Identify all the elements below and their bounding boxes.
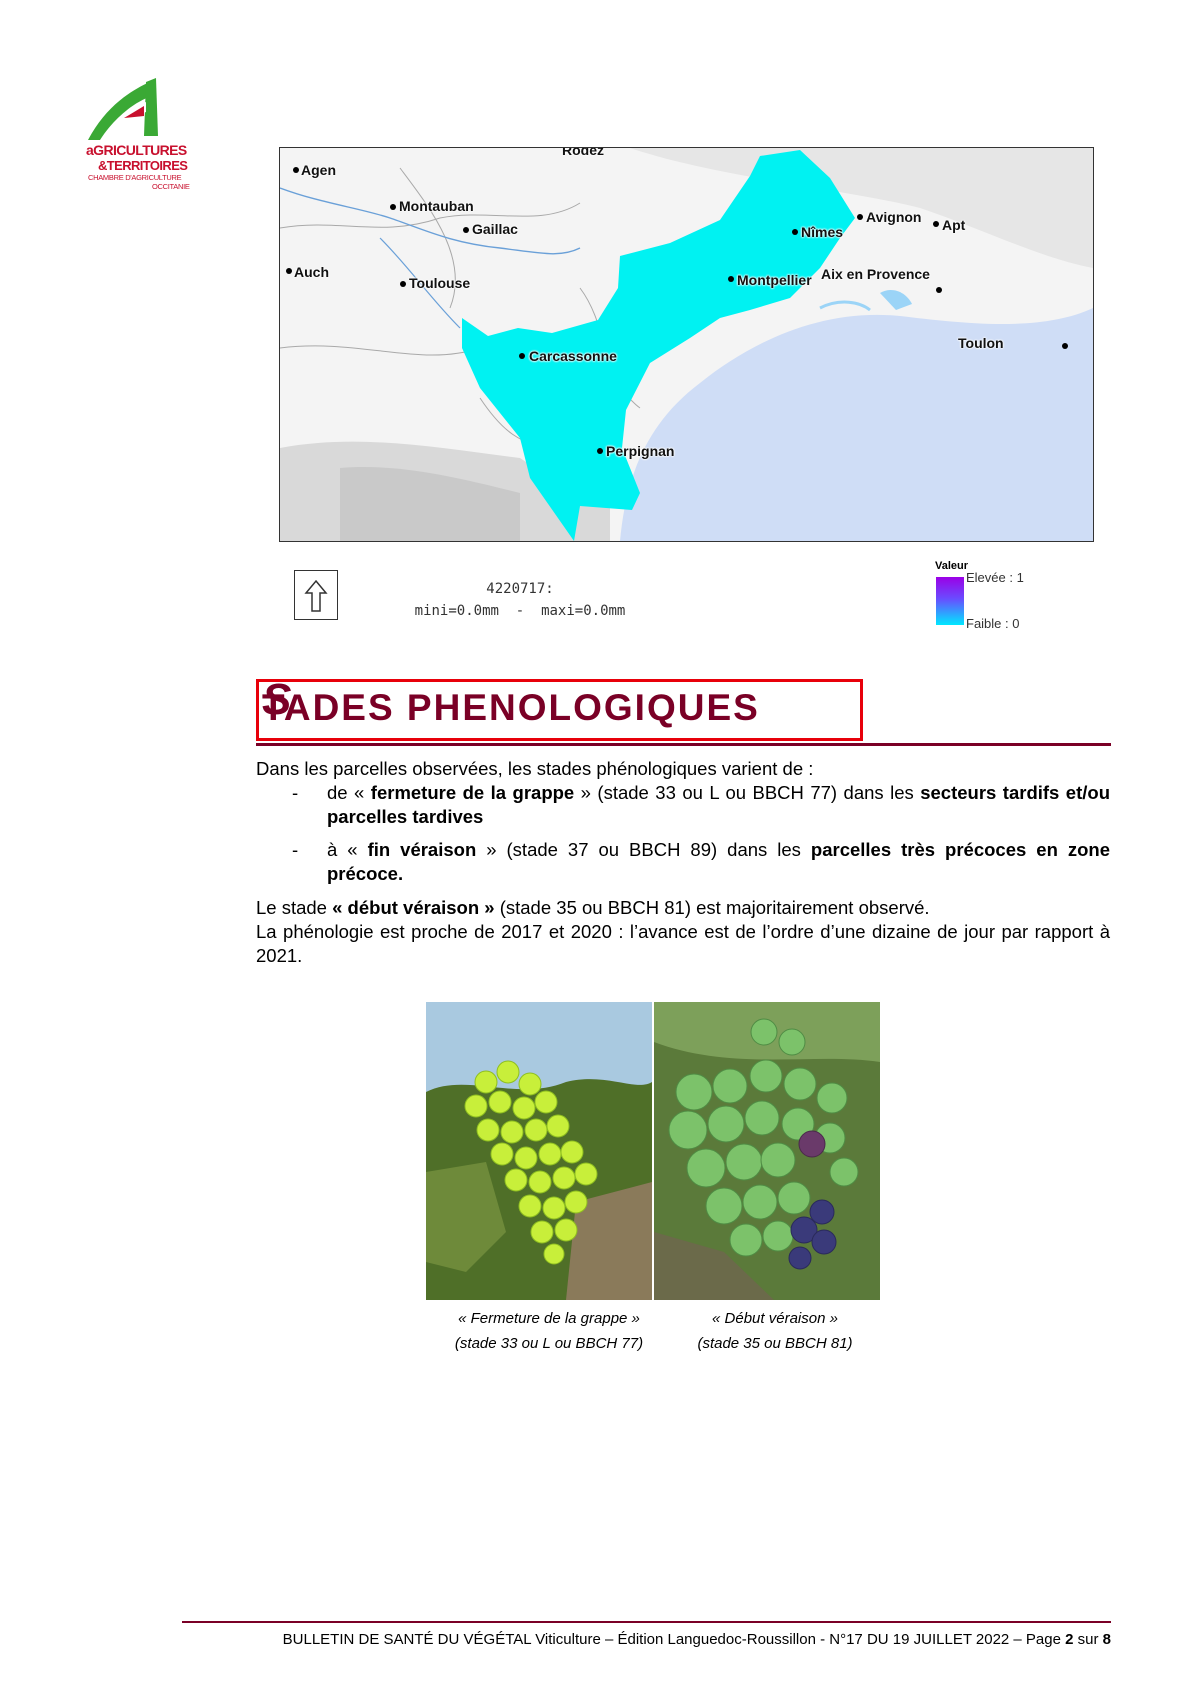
map-caption-line2: mini=0.0mm - maxi=0.0mm xyxy=(414,603,626,619)
city-dot xyxy=(857,214,863,220)
heading-frame xyxy=(256,679,863,741)
legend-low: Faible : 0 xyxy=(966,616,1020,631)
city-carcassonne: Carcassonne xyxy=(529,348,617,364)
city-dot xyxy=(519,353,525,359)
heading-underline xyxy=(256,743,1111,746)
footer-page-total: 8 xyxy=(1102,1631,1111,1648)
text-run: » (stade 37 ou BBCH 89) dans les xyxy=(476,839,811,860)
map-caption-line1: 4220717: xyxy=(486,581,554,597)
map-canvas xyxy=(280,148,1093,541)
city-montpellier: Montpellier xyxy=(737,272,812,288)
section-heading: S TADES PHENOLOGIQUES xyxy=(262,675,760,729)
text-run: » (stade 33 ou L ou BBCH 77) dans les xyxy=(574,782,921,803)
city-gaillac: Gaillac xyxy=(472,221,518,237)
city-dot xyxy=(400,281,406,287)
city-dot xyxy=(792,229,798,235)
body-text: Dans les parcelles observées, les stades… xyxy=(256,757,1110,968)
list-item: - à « fin véraison » (stade 37 ou BBCH 8… xyxy=(256,838,1110,886)
city-dot xyxy=(933,221,939,227)
footer-sep: sur xyxy=(1073,1631,1103,1648)
city-toulouse: Toulouse xyxy=(409,275,471,291)
list-dash: - xyxy=(292,839,299,860)
heading-initial: S xyxy=(262,675,294,724)
text-run: à « xyxy=(327,839,368,860)
city-dot xyxy=(597,448,603,454)
legend-title: Valeur xyxy=(935,560,969,572)
paragraph-stage: Le stade « début véraison » (stade 35 ou… xyxy=(256,896,1110,920)
city-rodez: Rodez xyxy=(562,147,604,158)
city-avignon: Avignon xyxy=(866,209,922,225)
caption-title: « Début véraison » xyxy=(712,1310,838,1327)
text-run: (stade 35 ou BBCH 81) est majoritairemen… xyxy=(494,897,930,918)
north-arrow xyxy=(294,570,338,620)
north-arrow-icon xyxy=(304,579,328,612)
logo-text-line3: CHAMBRE D'AGRICULTURE xyxy=(88,173,182,182)
city-aix-en-provence: Aix en Provence xyxy=(821,266,930,282)
city-dot xyxy=(463,227,469,233)
city-toulon: Toulon xyxy=(958,335,1004,351)
logo-text-line2: &TERRITOIRES xyxy=(98,158,188,173)
intro-paragraph: Dans les parcelles observées, les stades… xyxy=(256,758,814,779)
caption-title: « Fermeture de la grappe » xyxy=(458,1310,640,1327)
legend-gradient xyxy=(936,577,964,625)
green-grape-cluster-image xyxy=(426,1002,652,1300)
city-apt: Apt xyxy=(942,217,966,233)
photo-fermeture-grappe xyxy=(426,1002,652,1300)
logo-mark-icon xyxy=(88,78,158,140)
list-item: - de « fermeture de la grappe » (stade 3… xyxy=(256,781,1110,829)
veraison-grape-cluster-image xyxy=(654,1002,880,1300)
city-dot xyxy=(1062,343,1068,349)
city-dot xyxy=(728,276,734,282)
chamber-logo: aGRICULTURES &TERRITOIRES CHAMBRE D'AGRI… xyxy=(86,76,196,196)
region-map: Agen Rodez Montauban Gaillac Auch Toulou… xyxy=(279,147,1094,542)
city-nimes: Nîmes xyxy=(801,224,844,240)
bold-run: fin véraison xyxy=(367,839,477,860)
logo-text-line1: aGRICULTURES xyxy=(86,142,187,158)
bold-run: fermeture de la grappe xyxy=(370,782,575,803)
heading-rest: TADES PHENOLOGIQUES xyxy=(262,687,760,728)
legend-high: Elevée : 1 xyxy=(966,570,1024,585)
footer-rule xyxy=(182,1621,1111,1623)
logo-text-line4: OCCITANIE xyxy=(152,182,190,191)
photo-caption-2: « Début véraison » (stade 35 ou BBCH 81) xyxy=(660,1306,890,1356)
city-dot xyxy=(936,287,942,293)
footer-text: BULLETIN DE SANTÉ DU VÉGÉTAL Viticulture… xyxy=(282,1631,1066,1648)
city-dot xyxy=(293,167,299,173)
caption-stage: (stade 35 ou BBCH 81) xyxy=(697,1335,853,1352)
caption-stage: (stade 33 ou L ou BBCH 77) xyxy=(454,1335,644,1352)
city-dot xyxy=(286,268,292,274)
city-montauban: Montauban xyxy=(399,198,474,214)
photo-debut-veraison xyxy=(654,1002,880,1300)
photo-caption-1: « Fermeture de la grappe » (stade 33 ou … xyxy=(418,1306,680,1356)
paragraph-phenology: La phénologie est proche de 2017 et 2020… xyxy=(256,921,1110,966)
city-agen: Agen xyxy=(301,162,336,178)
list-dash: - xyxy=(292,782,299,803)
bold-run: parcelles très précoces en zone précoce. xyxy=(327,839,1110,884)
bold-run: secteurs tardifs et/ou parcelles tardive… xyxy=(327,782,1110,827)
footer-page-number: 2 xyxy=(1065,1631,1074,1648)
text-run: Le stade xyxy=(256,897,333,918)
text-run: de « xyxy=(327,782,371,803)
city-auch: Auch xyxy=(294,264,329,280)
city-dot xyxy=(390,204,396,210)
page-footer: BULLETIN DE SANTÉ DU VÉGÉTAL Viticulture… xyxy=(182,1631,1111,1648)
bold-run: « début véraison » xyxy=(332,897,495,918)
city-perpignan: Perpignan xyxy=(606,443,675,459)
map-caption: 4220717: mini=0.0mm - maxi=0.0mm xyxy=(390,578,650,622)
